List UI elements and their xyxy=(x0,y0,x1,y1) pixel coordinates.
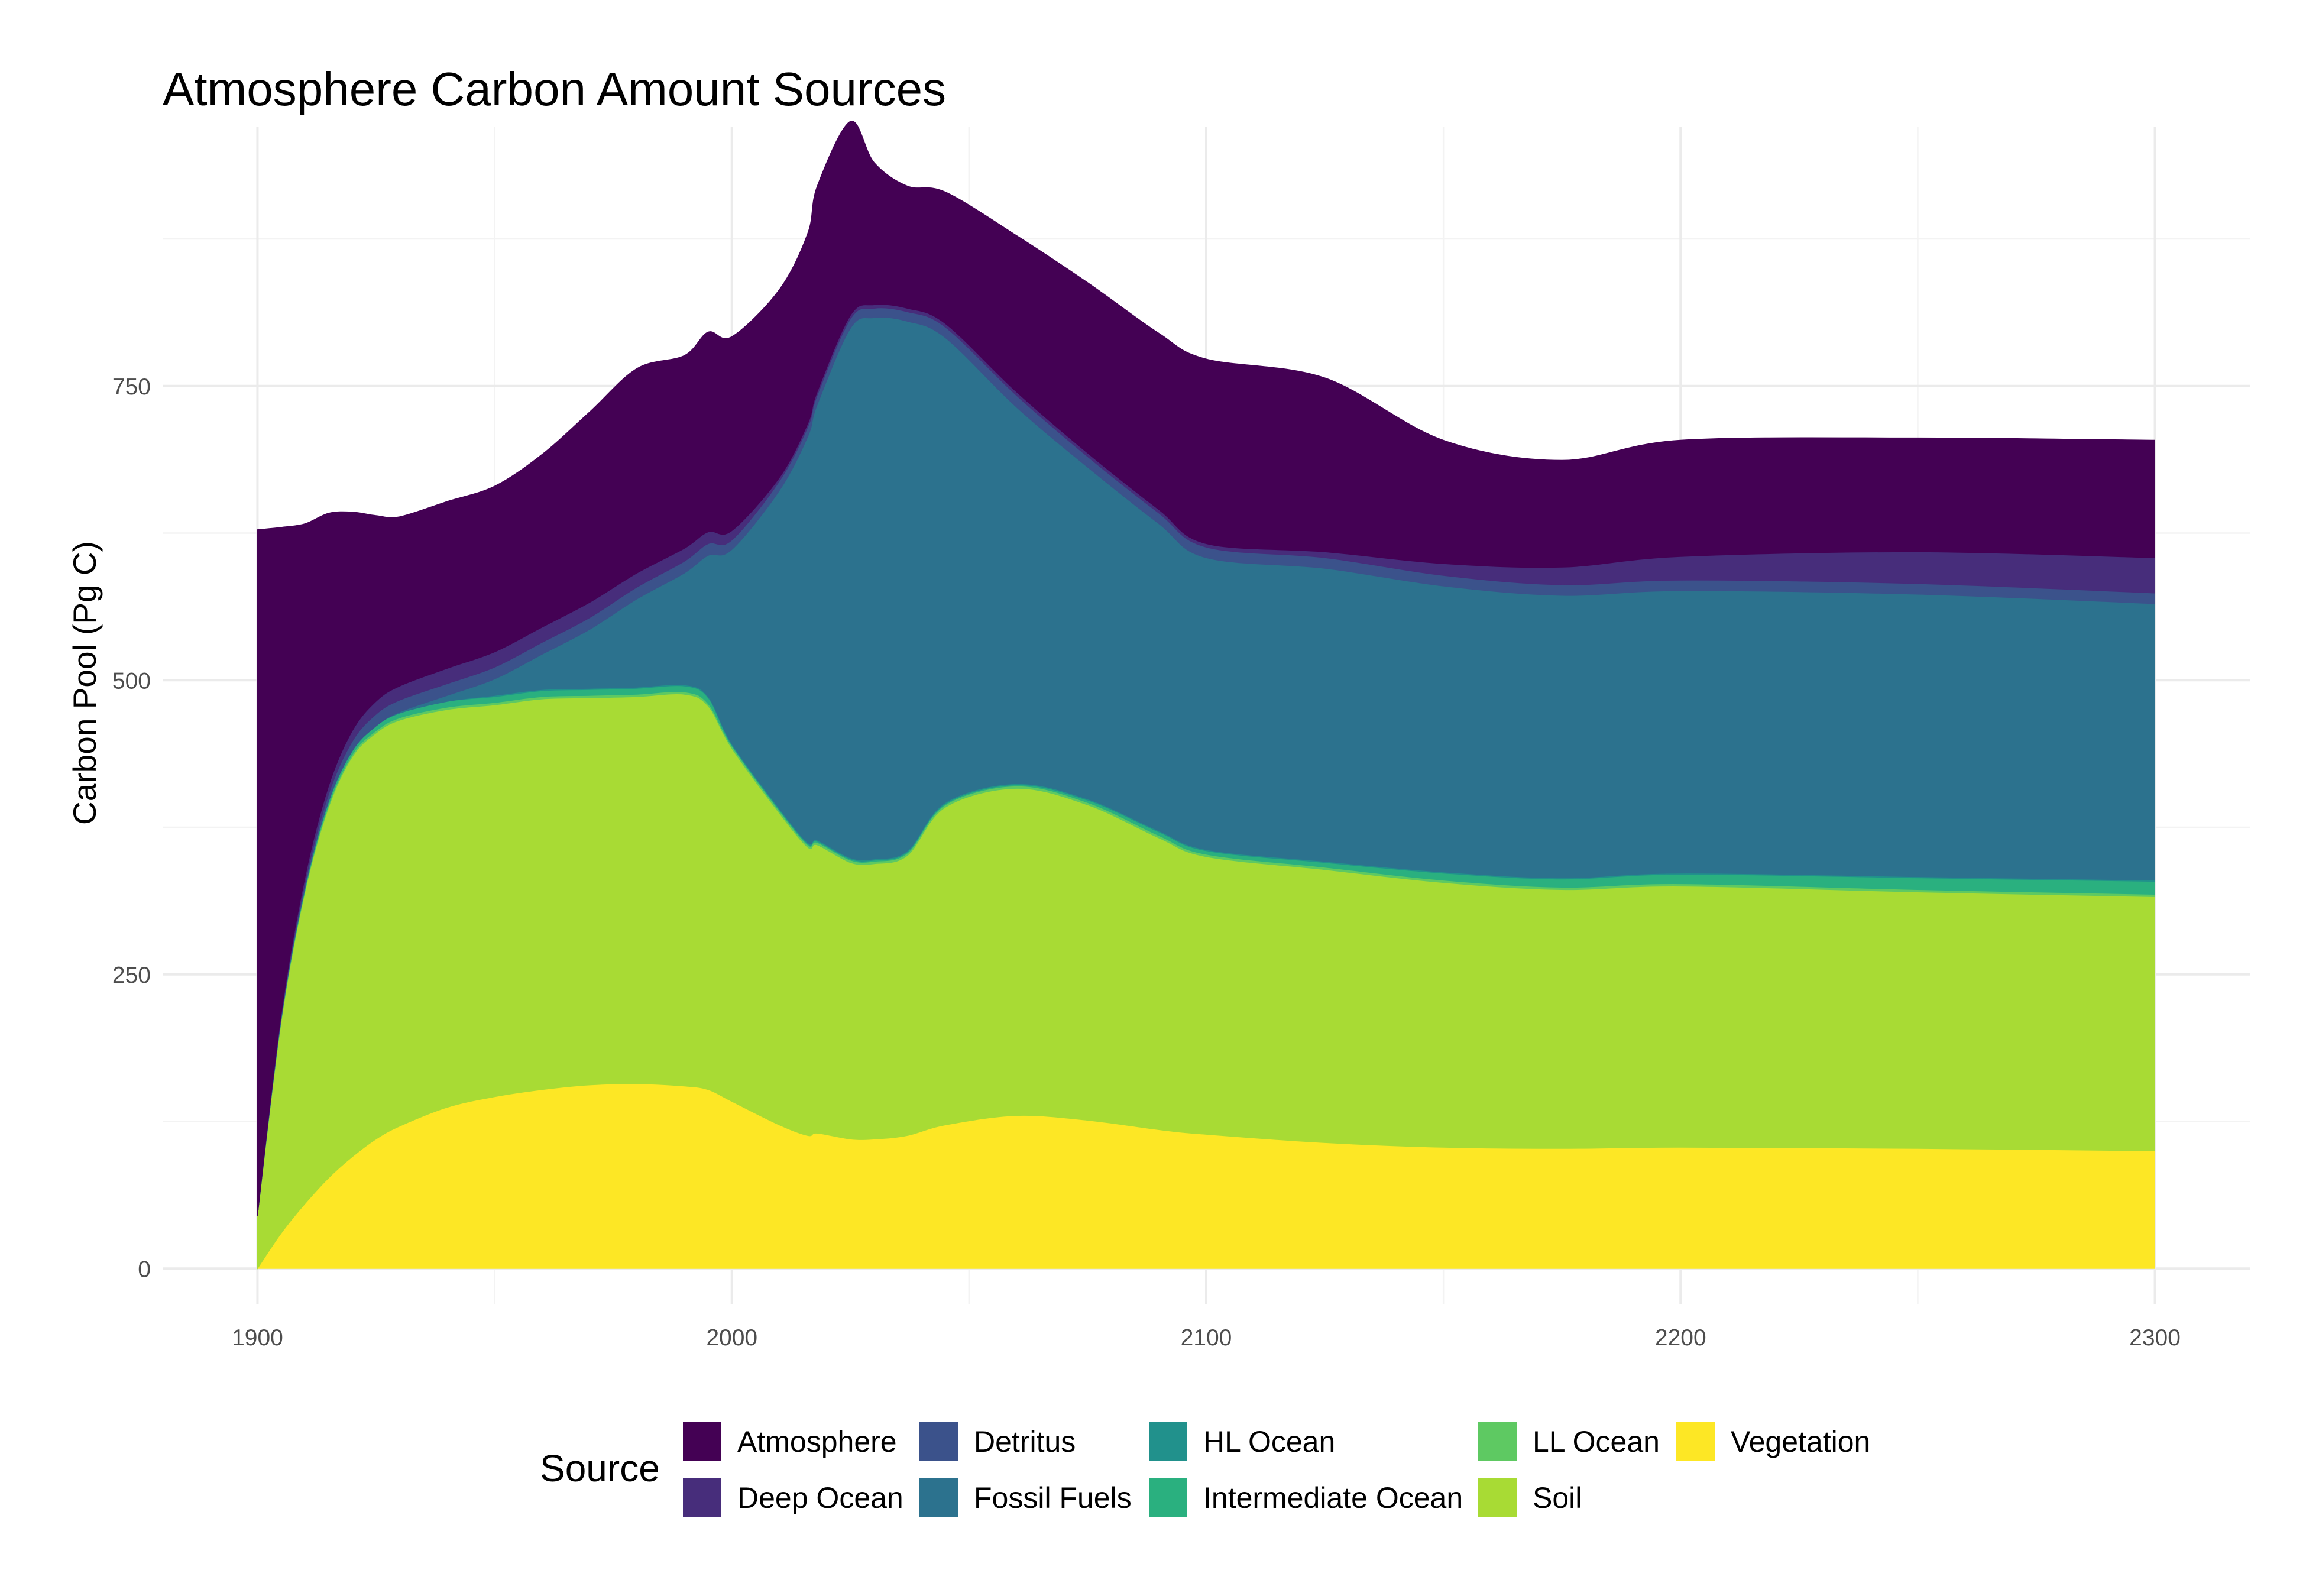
y-axis-title: Carbon Pool (Pg C) xyxy=(66,541,103,825)
x-tick-label: 2200 xyxy=(1655,1325,1706,1351)
y-tick-label: 750 xyxy=(112,374,151,400)
legend-swatch-deep-ocean xyxy=(683,1478,721,1517)
area-atmosphere xyxy=(257,121,2155,1216)
y-axis: 0 250 500 750 xyxy=(112,374,151,1283)
chart-title: Atmosphere Carbon Amount Sources xyxy=(163,63,946,115)
legend-swatch-fossil-fuels xyxy=(919,1478,958,1517)
legend: Source Atmosphere Deep Ocean Detritus Fossi… xyxy=(540,1422,1870,1517)
legend-swatch-intermediate-ocean xyxy=(1149,1478,1187,1517)
legend-label-vegetation: Vegetation xyxy=(1731,1425,1870,1458)
legend-label-fossil-fuels: Fossil Fuels xyxy=(974,1481,1132,1514)
legend-swatch-ll-ocean xyxy=(1478,1422,1517,1461)
legend-label-detritus: Detritus xyxy=(974,1425,1076,1458)
legend-swatch-detritus xyxy=(919,1422,958,1461)
legend-label-intermediate-ocean: Intermediate Ocean xyxy=(1203,1481,1463,1514)
legend-swatch-soil xyxy=(1478,1478,1517,1517)
legend-title: Source xyxy=(540,1447,660,1490)
y-tick-label: 0 xyxy=(138,1257,151,1282)
x-tick-label: 2300 xyxy=(2129,1325,2181,1351)
legend-label-atmosphere: Atmosphere xyxy=(737,1425,897,1458)
x-tick-label: 1900 xyxy=(232,1325,283,1351)
y-tick-label: 500 xyxy=(112,668,151,694)
stacked-areas xyxy=(257,121,2155,1270)
x-axis: 1900 2000 2100 2200 2300 xyxy=(232,1325,2181,1351)
legend-label-deep-ocean: Deep Ocean xyxy=(737,1481,903,1514)
legend-label-hl-ocean: HL Ocean xyxy=(1203,1425,1335,1458)
y-tick-label: 250 xyxy=(112,963,151,988)
legend-label-ll-ocean: LL Ocean xyxy=(1533,1425,1660,1458)
legend-label-soil: Soil xyxy=(1533,1481,1582,1514)
x-tick-label: 2100 xyxy=(1181,1325,1232,1351)
legend-swatch-atmosphere xyxy=(683,1422,721,1461)
legend-swatch-hl-ocean xyxy=(1149,1422,1187,1461)
x-tick-label: 2000 xyxy=(706,1325,757,1351)
legend-swatch-vegetation xyxy=(1676,1422,1715,1461)
